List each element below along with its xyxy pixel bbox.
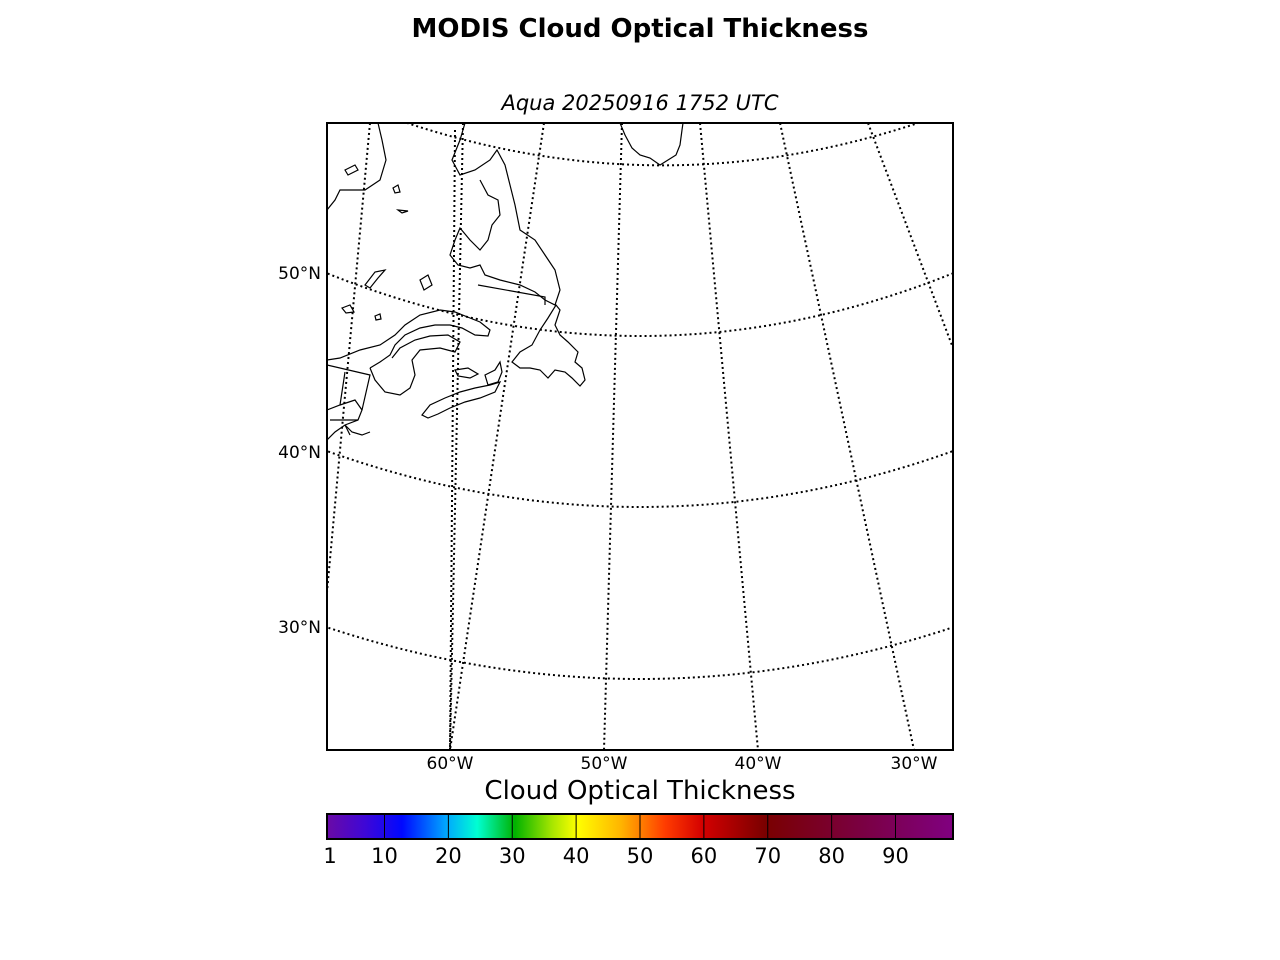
coast-new-england <box>327 399 363 441</box>
lon-label-50w: 50°W <box>581 754 628 774</box>
meridian-70w <box>327 123 371 593</box>
colorbar-tick-label-70: 70 <box>754 844 781 868</box>
lon-labels: 60°W 50°W 40°W 30°W <box>427 754 938 774</box>
coast-quebec-north <box>327 123 387 211</box>
coast-nova-scotia <box>421 381 502 419</box>
colorbar-tick-label-1: 1 <box>323 844 336 868</box>
coast-lake-1 <box>364 269 387 289</box>
map-frame <box>326 122 954 751</box>
meridian-40w <box>699 123 759 750</box>
coast-small-island-2 <box>344 164 359 176</box>
colorbar-ticks: 1 10 20 30 40 50 60 70 80 90 <box>323 814 909 868</box>
lon-label-40w: 40°W <box>735 754 782 774</box>
border-quebec-labrador <box>477 284 546 305</box>
colorbar-tick-label-90: 90 <box>882 844 909 868</box>
meridian-35w <box>779 123 915 750</box>
colorbar-label: Cloud Optical Thickness <box>484 776 795 806</box>
figure-subtitle: Aqua 20250916 1752 UTC <box>501 91 779 115</box>
parallel-40n <box>327 449 953 508</box>
coast-labrador <box>449 123 561 306</box>
figure-title: MODIS Cloud Optical Thickness <box>411 14 869 44</box>
meridian-30w <box>867 123 953 349</box>
colorbar-tick-label-30: 30 <box>499 844 526 868</box>
border-us-canada-4 <box>344 424 351 436</box>
meridian-45w <box>603 123 623 750</box>
coast-anticosti <box>395 209 409 214</box>
coast-maine <box>344 424 371 436</box>
colorbar-tick-label-20: 20 <box>435 844 462 868</box>
coast-lake-4 <box>419 274 433 291</box>
coast-lake-2 <box>341 304 355 314</box>
coast-cape-breton <box>484 360 503 386</box>
lon-label-30w: 30°W <box>891 754 938 774</box>
parallel-50n <box>327 272 953 337</box>
meridians <box>327 123 953 750</box>
coast-new-brunswick <box>369 334 461 396</box>
coast-pei <box>454 367 480 379</box>
lat-label-30n: 30°N <box>278 618 321 638</box>
meridian-60w-upper <box>449 129 456 750</box>
parallels <box>327 123 953 680</box>
colorbar-tick-label-80: 80 <box>818 844 845 868</box>
colorbar-tick-label-50: 50 <box>627 844 654 868</box>
lon-label-60w: 60°W <box>427 754 474 774</box>
coast-st-lawrence <box>327 309 491 369</box>
lat-label-50n: 50°N <box>278 264 321 284</box>
colorbar-tick-label-60: 60 <box>691 844 718 868</box>
lat-label-40n: 40°N <box>278 443 321 463</box>
coast-greenland <box>619 123 684 166</box>
colorbar-tick-label-40: 40 <box>563 844 590 868</box>
coast-small-island-1 <box>392 184 401 194</box>
border-us-canada-2 <box>339 371 346 406</box>
map-area <box>327 123 953 750</box>
coast-newfoundland <box>511 303 586 387</box>
meridian-50w <box>449 123 545 750</box>
parallel-30n <box>327 626 953 680</box>
coast-lake-3 <box>374 313 382 321</box>
lat-labels: 50°N 40°N 30°N <box>278 264 321 638</box>
border-us-canada-1 <box>327 364 371 411</box>
colorbar-tick-label-10: 10 <box>371 844 398 868</box>
coastlines <box>327 123 684 441</box>
